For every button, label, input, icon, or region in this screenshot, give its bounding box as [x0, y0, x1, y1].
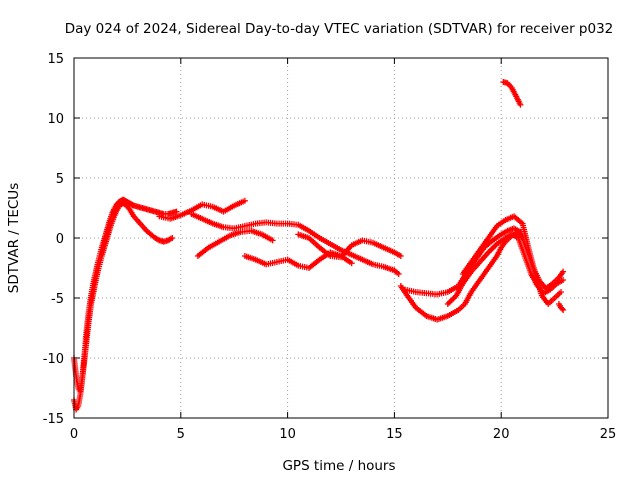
x-tick-label: 5 — [177, 427, 185, 442]
data-track-12 — [555, 301, 567, 313]
y-tick-label: -5 — [51, 292, 64, 307]
y-tick-label: 10 — [47, 112, 64, 127]
y-tick-label: 0 — [56, 232, 64, 247]
data-track-9 — [444, 231, 567, 307]
y-tick-label: 15 — [47, 52, 64, 67]
chart-title: Day 024 of 2024, Sidereal Day-to-day VTE… — [65, 21, 614, 37]
y-tick-label: -10 — [43, 352, 64, 367]
x-axis-label: GPS time / hours — [282, 458, 395, 474]
data-track-11 — [500, 79, 524, 108]
y-tick-label: 5 — [56, 172, 64, 187]
y-tick-label: -15 — [43, 412, 64, 427]
data-track-3 — [188, 211, 402, 277]
data-track-2 — [156, 197, 248, 222]
x-tick-label: 20 — [493, 427, 510, 442]
data-track-6 — [295, 231, 404, 261]
data-track-10 — [459, 213, 564, 307]
y-axis-label: SDTVAR / TECUs — [6, 183, 22, 293]
x-tick-label: 10 — [279, 427, 296, 442]
x-tick-label: 15 — [386, 427, 403, 442]
data-track-4 — [194, 227, 276, 259]
x-tick-label: 0 — [70, 427, 78, 442]
axis-ticks: 0 5 10 15 20 25 -15 -10 -5 0 5 10 15 — [43, 52, 617, 442]
x-tick-label: 25 — [600, 427, 617, 442]
